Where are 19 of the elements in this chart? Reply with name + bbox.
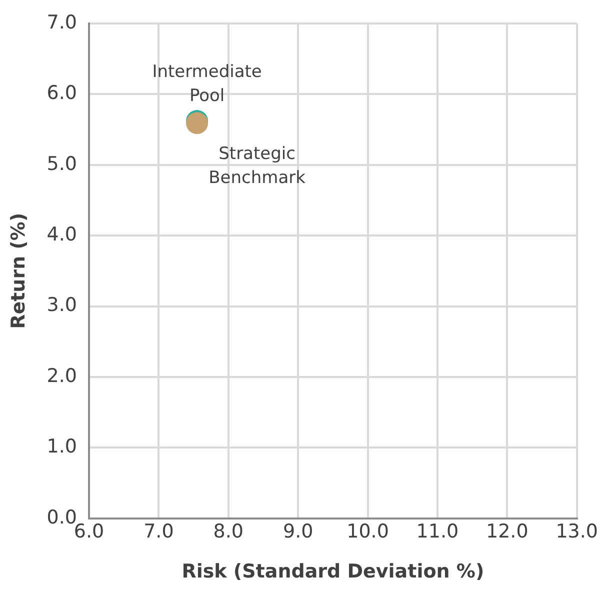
y-tick-label: 6.0 [46, 82, 78, 104]
y-tick-label: 1.0 [46, 436, 78, 458]
series-label: Strategic Benchmark [208, 144, 306, 188]
series-label: Intermediate Pool [152, 62, 262, 106]
x-axis-title: Risk (Standard Deviation %) [182, 560, 484, 583]
y-tick-label: 7.0 [46, 11, 78, 34]
x-tick-label: 9.0 [282, 520, 314, 543]
y-tick-label: 4.0 [46, 223, 78, 246]
x-tick-label: 12.0 [486, 520, 528, 543]
y-tick-label: 2.0 [46, 364, 78, 387]
y-tick-label: 3.0 [46, 294, 78, 316]
x-tick-label: 10.0 [346, 520, 389, 543]
x-tick-label: 6.0 [74, 520, 104, 543]
x-tick-label: 7.0 [144, 520, 174, 543]
x-tick-label: 11.0 [416, 520, 459, 543]
x-tick-label: 13.0 [556, 520, 598, 543]
y-axis-title: Return (%) [7, 212, 30, 329]
x-tick-label: 8.0 [213, 520, 244, 543]
y-tick-label: 5.0 [46, 152, 78, 175]
